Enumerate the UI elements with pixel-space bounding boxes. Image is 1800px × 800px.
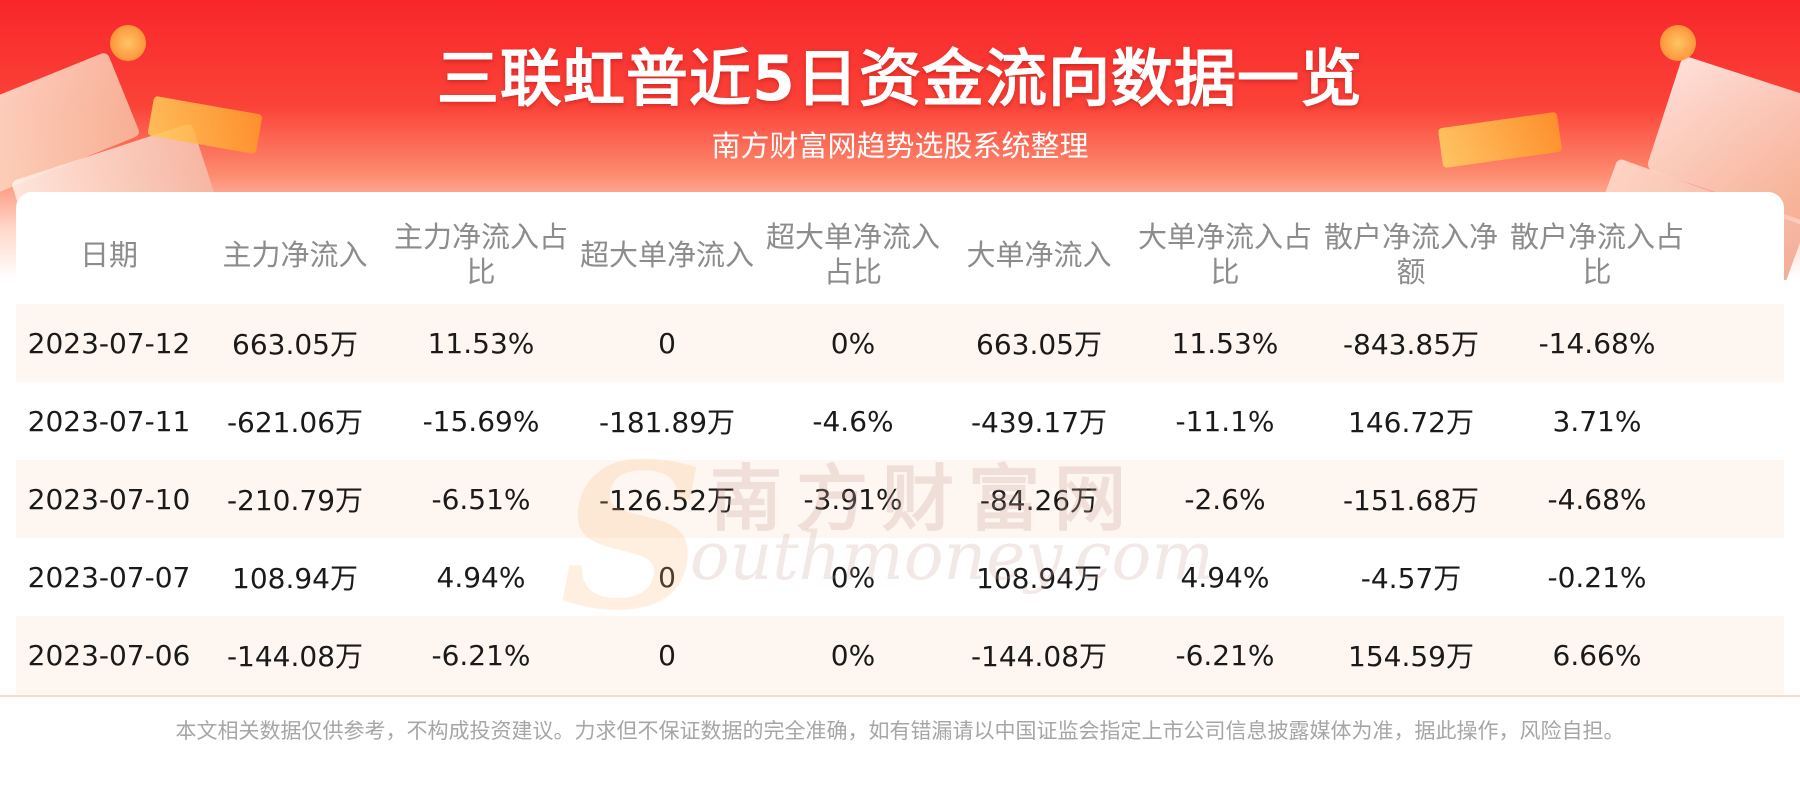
table-header: 日期 主力净流入 主力净流入占比 超大单净流入 超大单净流入占比 大单净流入 大… — [16, 210, 1784, 300]
page-title: 三联虹普近5日资金流向数据一览 — [436, 42, 1364, 115]
table-cell: 2023-07-06 — [27, 638, 191, 672]
table-cell: -843.85万 — [1342, 328, 1480, 361]
table-cell: 0 — [658, 638, 676, 672]
table-cell: -126.52万 — [598, 484, 736, 517]
disclaimer-text: 本文相关数据仅供参考，不构成投资建议。力求但不保证数据的完全准确，如有错漏请以中… — [175, 719, 1625, 743]
table-cell: 663.05万 — [976, 328, 1102, 361]
column-header: 超大单净流入 — [580, 237, 755, 272]
table-cell: -14.68% — [1538, 326, 1656, 360]
table-cell: 663.05万 — [232, 328, 358, 361]
table-cell: -621.06万 — [226, 406, 364, 439]
column-header: 超大单净流入占比 — [766, 220, 941, 289]
table-cell: 4.94% — [1180, 560, 1270, 594]
table-cell: -4.68% — [1547, 482, 1647, 516]
table-cell: 11.53% — [1171, 326, 1279, 360]
table-cell: -4.6% — [812, 404, 894, 438]
table-cell: 6.66% — [1552, 638, 1642, 672]
table-cell: -6.21% — [1175, 638, 1275, 672]
table-cell: 0 — [658, 560, 676, 594]
table-cell: 108.94万 — [976, 562, 1102, 595]
table-row: 2023-07-07 108.94万 4.94% 0 0% 108.94万 4.… — [16, 538, 1784, 616]
column-header: 大单净流入占比 — [1138, 220, 1313, 289]
table-cell: -144.08万 — [970, 640, 1108, 673]
table-cell: 2023-07-12 — [27, 326, 191, 360]
table-cell: -6.51% — [431, 482, 531, 516]
table-cell: 3.71% — [1552, 404, 1642, 438]
table-row: 2023-07-06 -144.08万 -6.21% 0 0% -144.08万… — [16, 616, 1784, 694]
table-cell: -11.1% — [1175, 404, 1275, 438]
table-cell: -210.79万 — [226, 484, 364, 517]
table-cell: 4.94% — [436, 560, 526, 594]
column-header: 主力净流入占比 — [394, 220, 569, 289]
table-cell: -151.68万 — [1342, 484, 1480, 517]
column-header: 日期 — [79, 237, 138, 272]
decor-coin-icon — [1660, 25, 1696, 61]
column-header: 散户净流入占比 — [1510, 220, 1685, 289]
decor-coin-icon — [110, 25, 146, 61]
table-cell: -0.21% — [1547, 560, 1647, 594]
table-cell: 11.53% — [427, 326, 535, 360]
table-row: 2023-07-12 663.05万 11.53% 0 0% 663.05万 1… — [16, 304, 1784, 382]
table-cell: -181.89万 — [598, 406, 736, 439]
column-header: 散户净流入净额 — [1324, 220, 1499, 289]
table-row: 2023-07-10 -210.79万 -6.51% -126.52万 -3.9… — [16, 460, 1784, 538]
table-cell: -3.91% — [803, 482, 903, 516]
table-cell: 2023-07-07 — [27, 560, 191, 594]
table-cell: -144.08万 — [226, 640, 364, 673]
column-header: 大单净流入 — [966, 237, 1112, 272]
table-cell: 0% — [830, 638, 876, 672]
table-cell: -439.17万 — [970, 406, 1108, 439]
page-subtitle: 南方财富网趋势选股系统整理 — [711, 129, 1089, 163]
table-row: 2023-07-11 -621.06万 -15.69% -181.89万 -4.… — [16, 382, 1784, 460]
table-cell: -15.69% — [422, 404, 540, 438]
table-cell: 154.59万 — [1348, 640, 1474, 673]
table-cell: 0% — [830, 560, 876, 594]
table-cell: -4.57万 — [1360, 562, 1462, 595]
table-cell: 2023-07-11 — [27, 404, 191, 438]
table-cell: 108.94万 — [232, 562, 358, 595]
divider — [0, 695, 1800, 697]
table-cell: 0 — [658, 326, 676, 360]
table-cell: 2023-07-10 — [27, 482, 191, 516]
table-cell: 146.72万 — [1348, 406, 1474, 439]
table-cell: -84.26万 — [979, 484, 1099, 517]
column-header: 主力净流入 — [222, 237, 368, 272]
table-cell: -6.21% — [431, 638, 531, 672]
table-card — [16, 192, 1784, 694]
table-cell: -2.6% — [1184, 482, 1266, 516]
table-cell: 0% — [830, 326, 876, 360]
